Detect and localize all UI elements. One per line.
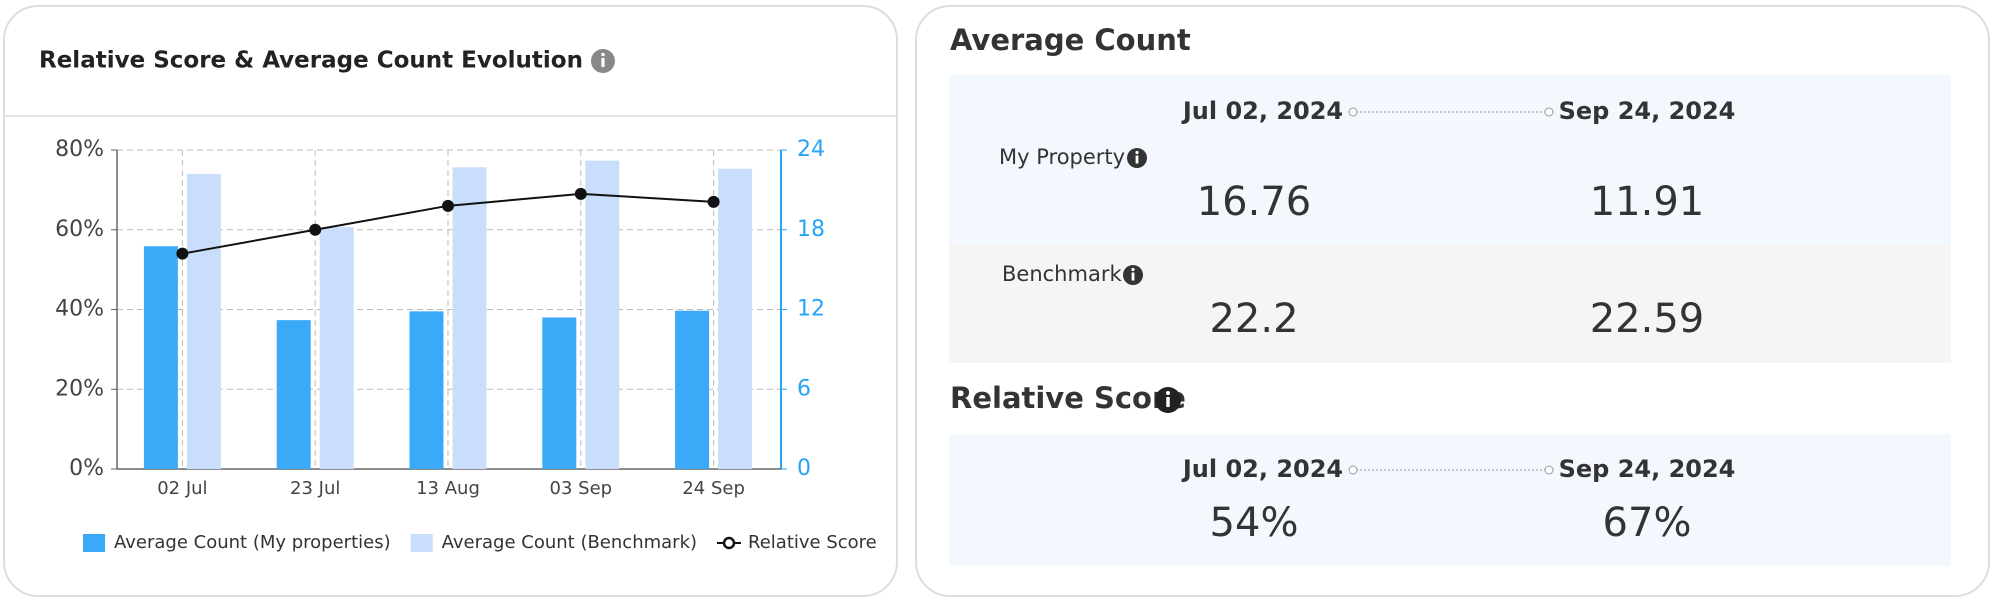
bar xyxy=(143,246,178,469)
y2-tick-label: 0 xyxy=(797,456,811,481)
section-title: Average Count xyxy=(950,23,1191,57)
date-connector xyxy=(1348,465,1554,475)
legend-swatch xyxy=(83,534,105,552)
section-title: Relative Score xyxy=(950,381,1186,415)
y2-tick-label: 18 xyxy=(797,217,825,242)
bar xyxy=(186,173,221,470)
info-icon[interactable] xyxy=(1123,265,1143,285)
relative-score-box xyxy=(949,434,1951,566)
row-label: Benchmark xyxy=(1002,262,1122,286)
date-connector xyxy=(1348,107,1554,117)
bar xyxy=(718,168,753,469)
bar xyxy=(319,227,354,469)
y-tick-label: 40% xyxy=(55,297,104,322)
bar xyxy=(585,160,620,469)
legend-label: Average Count (My properties) xyxy=(114,532,391,553)
value: 67% xyxy=(1603,500,1692,546)
line-point xyxy=(309,223,322,236)
bar xyxy=(675,310,710,469)
bar xyxy=(452,167,487,469)
bar xyxy=(409,311,444,469)
line-point xyxy=(574,187,587,200)
value: 11.91 xyxy=(1590,179,1705,225)
y2-tick-label: 24 xyxy=(797,137,825,162)
line-point xyxy=(442,199,454,212)
chart-title: Relative Score & Average Count Evolution xyxy=(39,48,583,74)
x-tick-label: 02 Jul xyxy=(157,478,207,499)
info-icon[interactable] xyxy=(590,49,615,73)
value: 22.59 xyxy=(1590,296,1705,342)
benchmark-box xyxy=(949,244,1951,363)
legend-swatch xyxy=(722,536,736,550)
value: 54% xyxy=(1210,500,1299,546)
bar xyxy=(542,317,577,469)
y2-tick-label: 6 xyxy=(797,376,811,401)
y-tick-label: 0% xyxy=(69,456,104,481)
x-tick-label: 23 Jul xyxy=(290,478,340,499)
row-label: My Property xyxy=(999,145,1125,169)
start-date: Jul 02, 2024 xyxy=(1181,455,1343,483)
line-point xyxy=(176,247,189,260)
legend-label: Average Count (Benchmark) xyxy=(442,532,697,553)
info-icon[interactable] xyxy=(1127,148,1147,168)
y-tick-label: 20% xyxy=(55,376,104,401)
my-property-box xyxy=(949,75,1951,244)
legend-swatch xyxy=(410,534,433,552)
y2-tick-label: 12 xyxy=(797,297,825,322)
end-date: Sep 24, 2024 xyxy=(1559,455,1736,483)
value: 22.2 xyxy=(1209,296,1298,342)
y-tick-label: 80% xyxy=(55,137,104,162)
value: 16.76 xyxy=(1197,179,1312,225)
bar xyxy=(276,320,311,469)
start-date: Jul 02, 2024 xyxy=(1181,97,1343,125)
x-tick-label: 24 Sep xyxy=(682,478,745,499)
end-date: Sep 24, 2024 xyxy=(1559,97,1736,125)
info-icon[interactable] xyxy=(1155,387,1181,413)
chart-card xyxy=(3,5,898,597)
x-tick-label: 03 Sep xyxy=(550,478,613,499)
legend-label: Relative Score xyxy=(748,532,877,553)
y-tick-label: 60% xyxy=(55,217,104,242)
line-point xyxy=(707,195,720,208)
x-tick-label: 13 Aug xyxy=(416,478,480,499)
